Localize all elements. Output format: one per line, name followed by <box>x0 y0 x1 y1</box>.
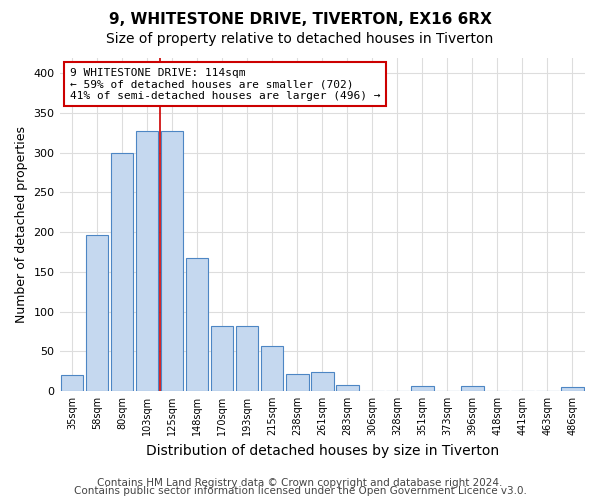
Text: Contains public sector information licensed under the Open Government Licence v3: Contains public sector information licen… <box>74 486 526 496</box>
Text: Contains HM Land Registry data © Crown copyright and database right 2024.: Contains HM Land Registry data © Crown c… <box>97 478 503 488</box>
Bar <box>236 326 259 391</box>
Bar <box>111 153 133 391</box>
Text: Size of property relative to detached houses in Tiverton: Size of property relative to detached ho… <box>106 32 494 46</box>
Bar <box>411 386 434 391</box>
Bar <box>136 130 158 391</box>
Bar <box>161 130 184 391</box>
Bar <box>186 258 208 391</box>
Text: 9, WHITESTONE DRIVE, TIVERTON, EX16 6RX: 9, WHITESTONE DRIVE, TIVERTON, EX16 6RX <box>109 12 491 28</box>
Bar <box>211 326 233 391</box>
Bar <box>261 346 283 391</box>
Bar <box>336 384 359 391</box>
Y-axis label: Number of detached properties: Number of detached properties <box>15 126 28 322</box>
X-axis label: Distribution of detached houses by size in Tiverton: Distribution of detached houses by size … <box>146 444 499 458</box>
Bar <box>461 386 484 391</box>
Bar <box>286 374 308 391</box>
Bar <box>61 375 83 391</box>
Bar <box>311 372 334 391</box>
Bar <box>561 387 584 391</box>
Text: 9 WHITESTONE DRIVE: 114sqm
← 59% of detached houses are smaller (702)
41% of sem: 9 WHITESTONE DRIVE: 114sqm ← 59% of deta… <box>70 68 380 100</box>
Bar <box>86 234 109 391</box>
